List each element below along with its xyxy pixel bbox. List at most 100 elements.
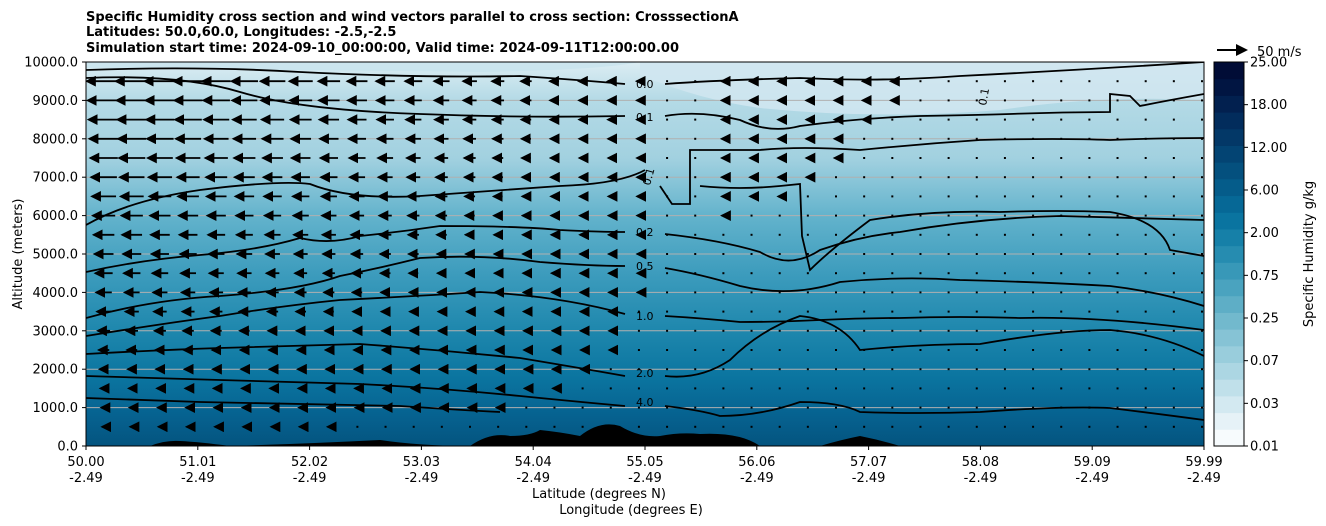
colorbar-segment [1214, 195, 1244, 213]
wind-vector-dot [1060, 310, 1063, 313]
colorbar-segment [1214, 228, 1244, 247]
wind-vector-dot [891, 368, 894, 371]
wind-vector-dot [694, 329, 697, 332]
wind-vector-dot [975, 368, 978, 371]
x-tick-label-lon: -2.49 [181, 471, 215, 486]
wind-vector-dot [806, 406, 809, 409]
wind-vector-dot [1060, 329, 1063, 332]
wind-vector-dot [778, 272, 781, 275]
wind-vector-dot [1088, 118, 1091, 121]
x-axis-label-lon: Longitude (degrees E) [559, 503, 703, 518]
wind-vector-dot [835, 176, 837, 179]
wind-vector-dot [1060, 80, 1063, 83]
wind-vector-dot [975, 214, 978, 217]
wind-vector-dot [722, 406, 725, 409]
wind-vector-dot [1201, 214, 1203, 217]
wind-vector-dot [1060, 195, 1063, 198]
wind-vector-dot [525, 425, 528, 428]
wind-vector-dot [1144, 349, 1147, 351]
wind-vector-dot [694, 425, 697, 428]
wind-vector-dot [694, 118, 697, 121]
title-line-2: Latitudes: 50.0,60.0, Longitudes: -2.5,-… [86, 25, 396, 40]
wind-vector-dot [1172, 80, 1175, 83]
wind-vector-dot [694, 233, 697, 236]
wind-vector-dot [947, 253, 950, 255]
wind-vector-dot [947, 137, 950, 140]
wind-vector-dot [947, 387, 950, 390]
wind-vector-dot [891, 195, 894, 198]
colorbar-segment [1214, 379, 1244, 397]
wind-vector-dot [919, 195, 922, 198]
y-tick-label: 6000.0 [33, 209, 79, 224]
x-tick-label-lat: 59.09 [1074, 455, 1111, 470]
y-tick-label: 8000.0 [33, 132, 79, 147]
wind-vector-dot [384, 425, 387, 428]
wind-vector-dot [637, 425, 640, 428]
wind-vector-dot [750, 233, 753, 236]
wind-vector-dot [975, 137, 978, 140]
colorbar-segment [1214, 62, 1244, 80]
wind-vector-dot [806, 214, 809, 217]
wind-vector-dot [1088, 253, 1091, 255]
wind-vector-dot [694, 137, 697, 140]
wind-vector-dot [835, 329, 837, 332]
wind-vector-dot [1003, 406, 1006, 409]
wind-vector-dot [1144, 310, 1147, 313]
colorbar-tick-label: 0.07 [1250, 354, 1279, 369]
wind-vector-dot [750, 368, 753, 371]
wind-vector-dot [1201, 387, 1203, 390]
title-line-3: Simulation start time: 2024-09-10_00:00:… [86, 41, 679, 56]
wind-vector-dot [1088, 195, 1091, 198]
wind-vector-dot [1144, 157, 1147, 159]
title-line-1: Specific Humidity cross section and wind… [86, 10, 739, 25]
contour-label-0.0: 0.0 [636, 78, 654, 91]
contour-1.0 [86, 291, 1204, 337]
wind-vector-dot [1116, 310, 1119, 313]
colorbar-tick-label: 0.03 [1250, 397, 1279, 412]
wind-vector-dot [1172, 137, 1175, 140]
wind-vector-dot [891, 137, 894, 140]
wind-vector-dot [1172, 99, 1175, 102]
wind-vector-dot [1088, 233, 1091, 236]
wind-vector-dot [1003, 387, 1006, 390]
wind-vector-dot [778, 310, 781, 313]
wind-vector-dot [1088, 310, 1091, 313]
colorbar-tick-label: 0.25 [1250, 312, 1279, 327]
wind-vector-dot [891, 118, 894, 121]
wind-vector-dot [778, 329, 781, 332]
wind-vector-dot [1060, 118, 1063, 121]
wind-vector-dot [637, 387, 640, 390]
colorbar-segment [1214, 412, 1244, 430]
contour-labels: 0.0 0.1 0.1 0.1 0.2 0.5 1.0 2.0 4.0 [636, 78, 992, 409]
wind-vector-dot [1116, 272, 1119, 275]
wind-vector-dot [975, 157, 978, 159]
wind-vector-dot [637, 310, 640, 313]
x-tick-label-lat: 56.06 [738, 455, 775, 470]
y-tick-label: 7000.0 [33, 171, 79, 186]
wind-vector-dot [947, 406, 950, 409]
x-tick-label-lat: 54.04 [515, 455, 552, 470]
colorbar-tick-label: 2.00 [1250, 226, 1279, 241]
colorbar-segment [1214, 95, 1244, 113]
wind-vector-dot [666, 368, 669, 371]
wind-vector-dot [1003, 368, 1006, 371]
wind-vector-dot [1003, 349, 1006, 351]
wind-vector-dot [806, 387, 809, 390]
wind-vector-dot [1032, 425, 1035, 428]
wind-vector-dot [1144, 214, 1147, 217]
wind-vector-dot [553, 406, 556, 409]
wind-vector-dot [1088, 329, 1091, 332]
terrain [86, 424, 1204, 446]
wind-vector-dot [919, 291, 922, 294]
wind-vector-dot [1060, 406, 1063, 409]
wind-vector-dot [1032, 349, 1035, 351]
wind-vector-dot [1201, 137, 1203, 140]
wind-vector-dot [637, 406, 640, 409]
wind-vector-dot [694, 99, 697, 102]
wind-vector-dot [1116, 406, 1119, 409]
wind-vector-dot [1088, 368, 1091, 371]
wind-vector-dot [694, 272, 697, 275]
plot-area [86, 62, 1204, 446]
contour-label-1.0: 1.0 [636, 310, 654, 323]
